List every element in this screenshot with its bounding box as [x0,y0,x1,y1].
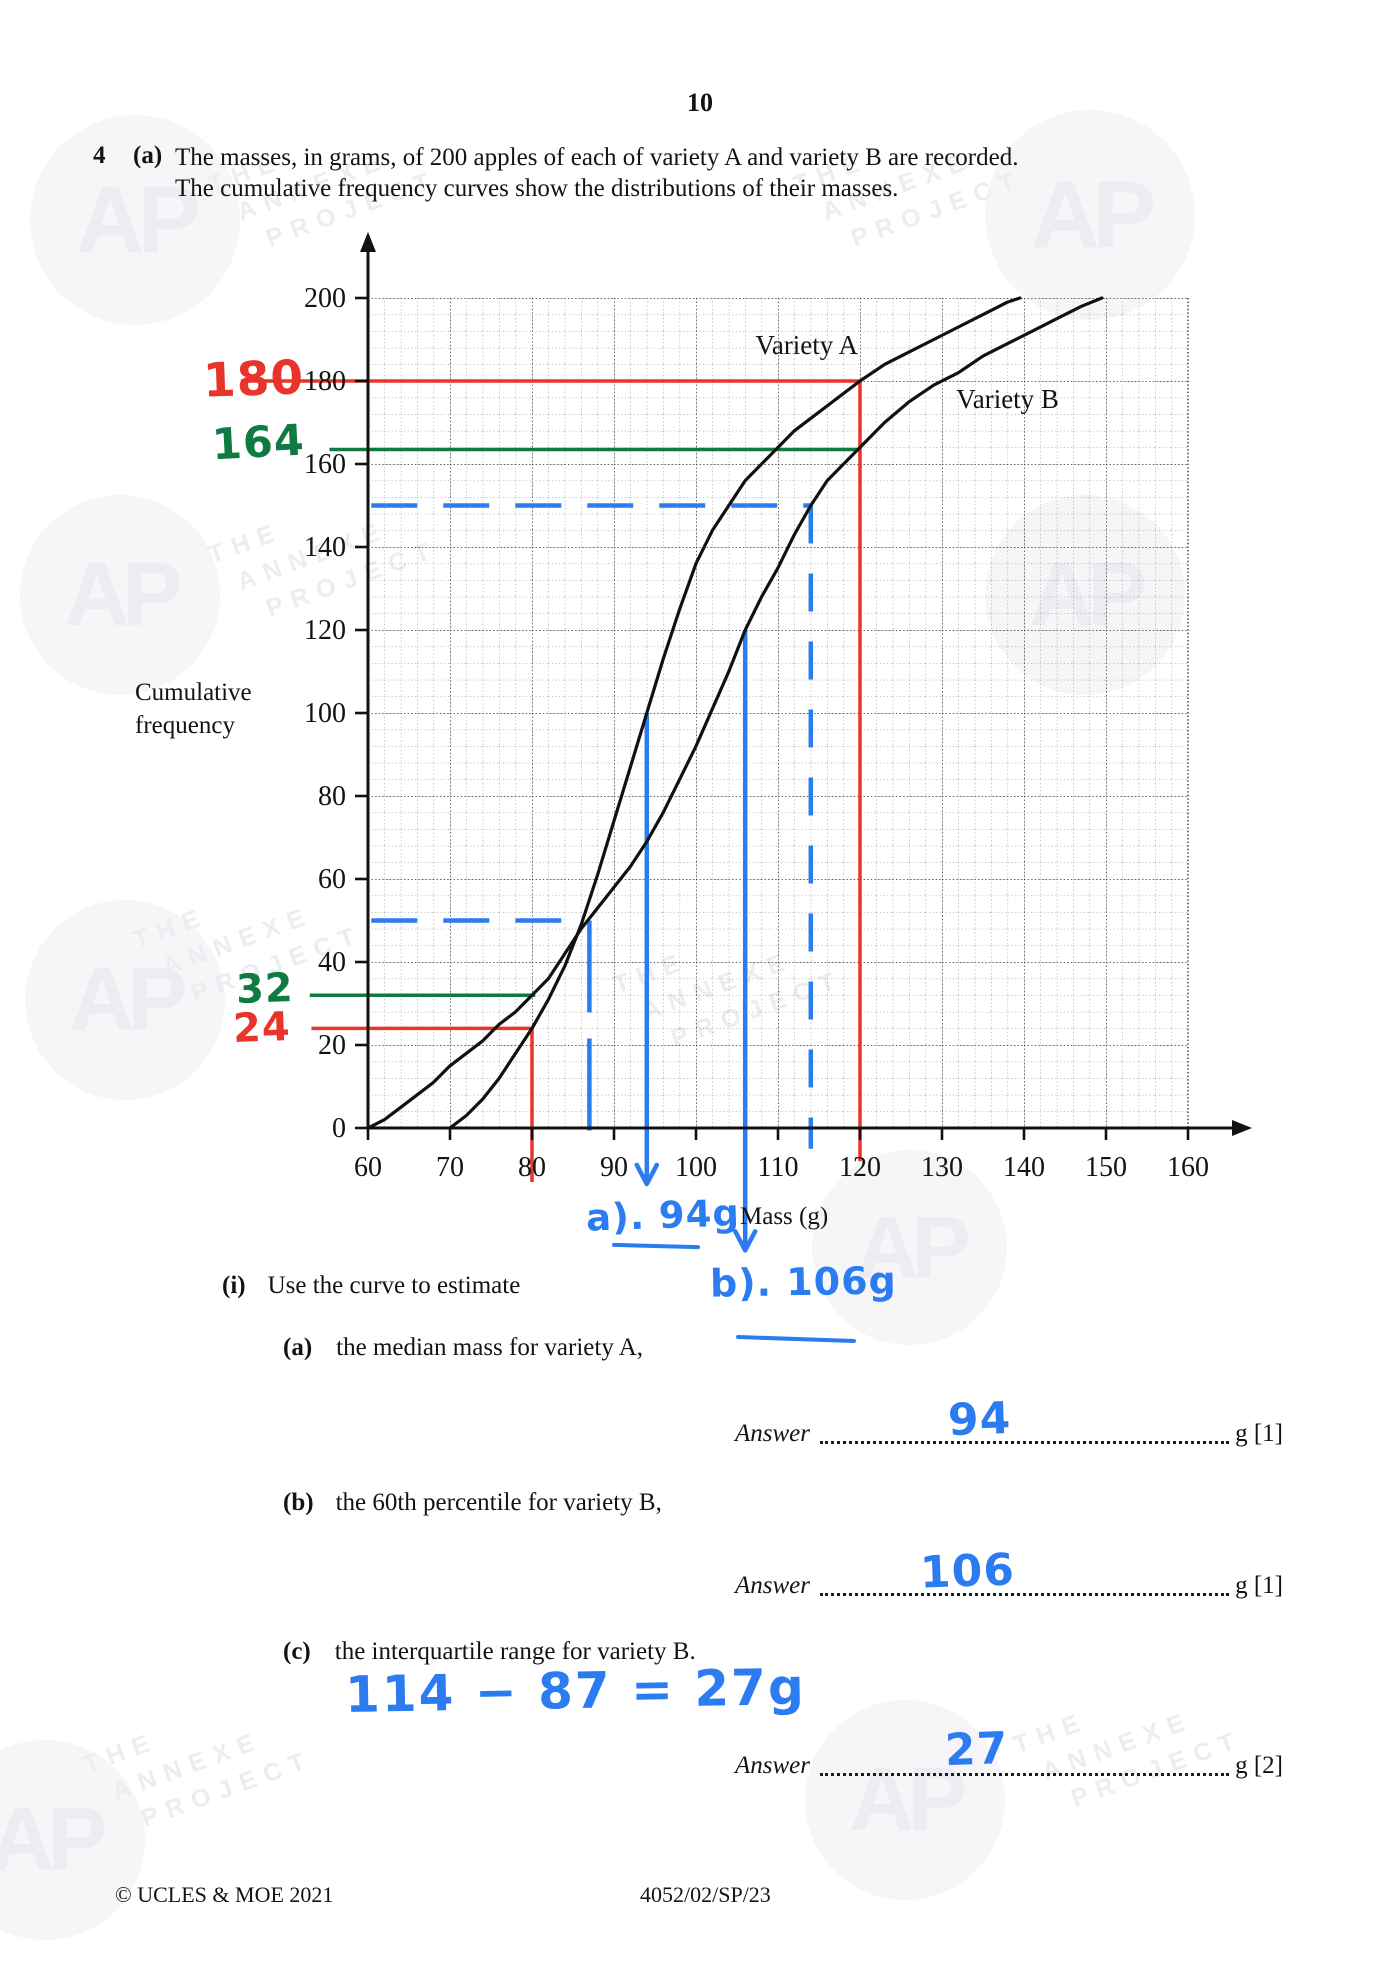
ap-monogram: AP [76,166,201,273]
x-axis-title: Mass (g) [740,1203,829,1230]
x-tick-label: 160 [1167,1152,1209,1183]
ap-logo-watermark: AP [20,495,220,695]
y-tick-label: 200 [304,283,346,314]
y-tick-label: 120 [304,615,346,646]
answer-unit-marks: g [2] [1235,1752,1283,1779]
y-tick-label: 40 [318,947,346,978]
handwritten-24: 24 [232,1004,292,1052]
footer-paper-code: 4052/02/SP/23 [640,1882,771,1907]
y-tick-label: 80 [318,781,346,812]
answer-word: Answer [735,1420,810,1447]
dotted-answer-leader [820,1592,1230,1596]
y-axis-arrow-icon [360,232,376,252]
intro-line-2: The cumulative frequency curves show the… [175,175,899,202]
handwritten-answer-c: 27 [944,1722,1010,1777]
grid [368,298,1189,1129]
footer-copyright: © UCLES & MOE 2021 [115,1882,334,1907]
x-tick-label: 60 [354,1152,382,1183]
dotted-answer-leader [820,1440,1230,1444]
y-tick-label: 160 [304,449,346,480]
curve-label: Variety A [755,330,858,360]
answer-line-b: Answer g [1] [735,1570,1283,1600]
arrowhead-icon [732,1229,758,1253]
question-number: 4 [93,142,106,169]
answer-word: Answer [735,1752,810,1779]
handwritten-180: 180 [202,350,306,409]
curve-variety-b [366,296,1104,1130]
x-tick-label: 90 [600,1152,628,1183]
answer-line-a: Answer g [1] [735,1418,1283,1448]
y-tick-label: 100 [304,698,346,729]
handwritten-working-c: 114 − 87 = 27g [344,1657,807,1725]
part-b-question: (b) the 60th percentile for variety B, [283,1489,662,1516]
x-axis-arrow-icon [1232,1120,1252,1136]
page-number: 10 [687,88,713,117]
intro-line-1: The masses, in grams, of 200 apples of e… [175,144,1019,171]
ap-logo-watermark: AP [25,900,225,1100]
x-tick-label: 110 [758,1152,799,1183]
ap-logo-watermark: AP [812,1150,1007,1345]
sub-question-i: (i) Use the curve to estimate [222,1272,520,1300]
y-tick-label: 20 [318,1030,346,1061]
ap-logo-watermark: AP [30,115,240,325]
part-c-question: (c) the interquartile range for variety … [283,1638,696,1665]
y-tick-label: 180 [304,366,346,397]
answer-word: Answer [735,1572,810,1599]
question-intro: The masses, in grams, of 200 apples of e… [175,142,1018,204]
y-axis-title: Cumulative frequency [135,679,252,739]
part-a-question: (a) the median mass for variety A, [283,1334,644,1361]
curve-variety-a [448,296,1022,1130]
handwritten-note-b: b). 106g [709,1258,898,1306]
y-tick-label: 60 [318,864,346,895]
x-tick-label: 100 [675,1152,717,1183]
x-tick-label: 150 [1085,1152,1127,1183]
arrowhead-icon [634,1162,660,1187]
question-part-label: (a) [133,142,163,169]
handwritten-answer-b: 106 [919,1544,1016,1599]
handwritten-note-a: a). 94g [585,1191,741,1240]
y-tick-label: 0 [332,1113,346,1144]
answer-unit-marks: g [1] [1235,1572,1283,1599]
x-tick-label: 70 [436,1152,464,1183]
handwritten-answer-a: 94 [947,1392,1013,1447]
ap-logo-watermark: AP [805,1700,1005,1900]
y-tick-label: 140 [304,532,346,563]
x-tick-label: 130 [921,1152,963,1183]
x-tick-label: 140 [1003,1152,1045,1183]
x-tick-label: 120 [839,1152,881,1183]
answer-line-c: Answer g [2] [735,1750,1283,1780]
x-tick-label: 80 [518,1152,546,1183]
dotted-answer-leader [820,1772,1230,1776]
answer-unit-marks: g [1] [1235,1420,1283,1447]
sub-i-label: (i) [222,1272,246,1299]
curve-label: Variety B [956,384,1059,414]
ap-logo-watermark: AP [985,110,1195,320]
handwritten-164: 164 [210,415,307,471]
sub-i-text: Use the curve to estimate [267,1272,521,1299]
